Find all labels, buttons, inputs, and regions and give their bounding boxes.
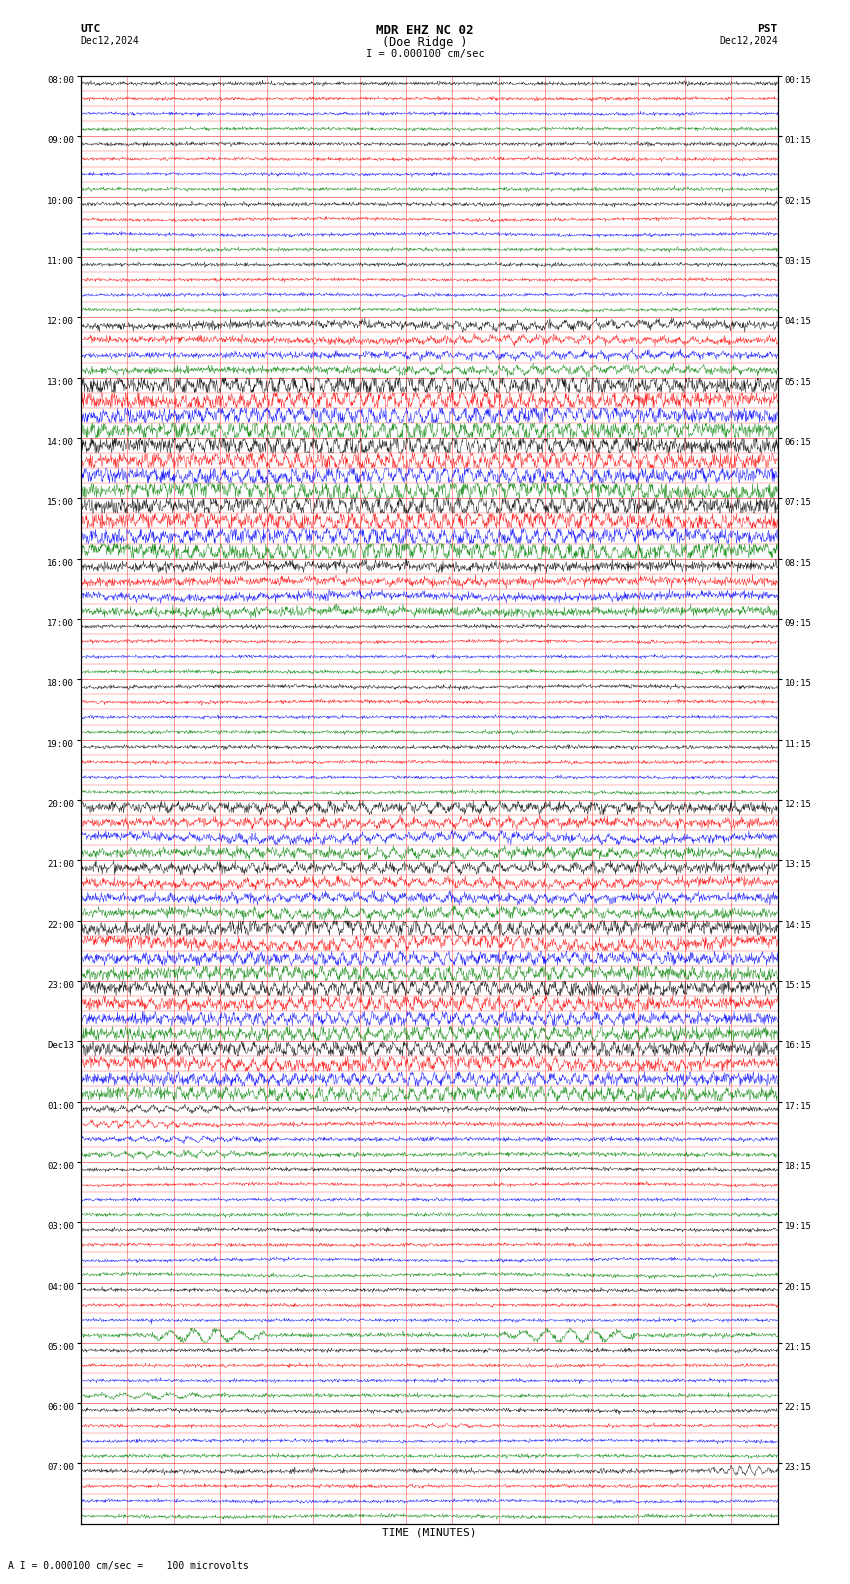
Text: MDR EHZ NC 02: MDR EHZ NC 02: [377, 24, 473, 36]
Text: (Doe Ridge ): (Doe Ridge ): [382, 36, 468, 49]
Text: UTC: UTC: [81, 24, 101, 33]
Text: PST: PST: [757, 24, 778, 33]
Text: Dec12,2024: Dec12,2024: [719, 36, 778, 46]
Text: Dec12,2024: Dec12,2024: [81, 36, 139, 46]
X-axis label: TIME (MINUTES): TIME (MINUTES): [382, 1529, 477, 1538]
Text: A I = 0.000100 cm/sec =    100 microvolts: A I = 0.000100 cm/sec = 100 microvolts: [8, 1562, 249, 1571]
Text: I = 0.000100 cm/sec: I = 0.000100 cm/sec: [366, 49, 484, 59]
